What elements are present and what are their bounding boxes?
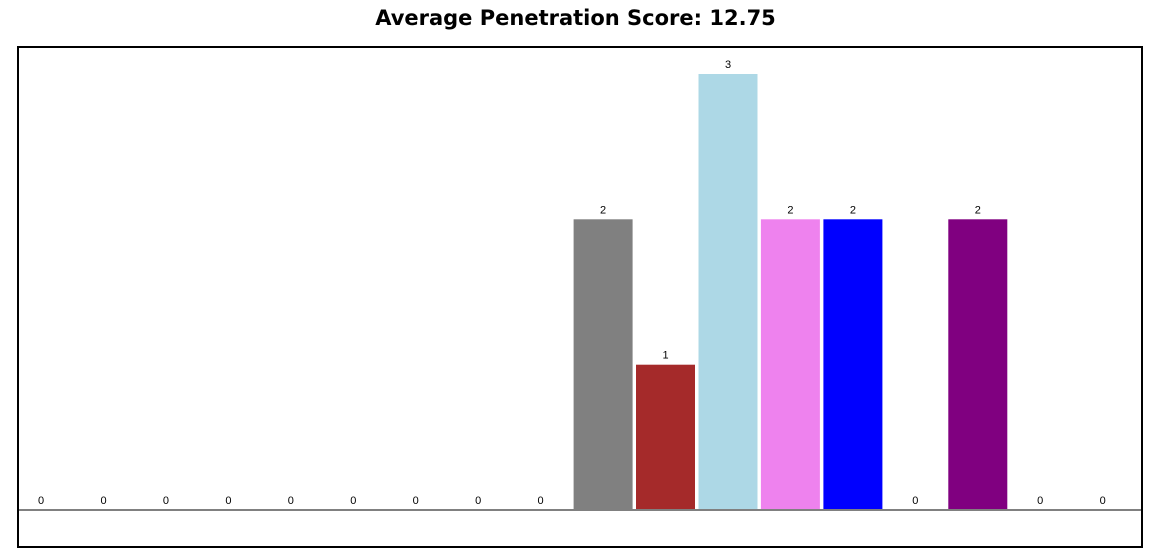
- bar-value-label-17: 0: [1037, 495, 1043, 507]
- bar-value-label-10: 2: [600, 204, 606, 216]
- bar-labels-group: 0 0 0 0 0 0 0 0 0 2 1 3 2 2 0 2 0 0: [38, 59, 1106, 507]
- bar-value-label-8: 0: [475, 495, 481, 507]
- bar-value-label-15: 0: [912, 495, 918, 507]
- bar-10: [573, 219, 633, 511]
- bar-value-label-16: 2: [975, 204, 981, 216]
- bar-value-label-6: 0: [350, 495, 356, 507]
- bar-value-label-11: 1: [662, 350, 668, 362]
- bar-value-label-7: 0: [413, 495, 419, 507]
- bar-value-label-3: 0: [163, 495, 169, 507]
- bar-12: [698, 74, 758, 510]
- bar-value-label-4: 0: [225, 495, 231, 507]
- bar-value-label-9: 0: [538, 495, 544, 507]
- bar-13: [760, 219, 820, 511]
- bar-14: [823, 219, 883, 511]
- bar-value-label-12: 3: [725, 59, 731, 71]
- bar-value-label-2: 0: [100, 495, 106, 507]
- bar-value-label-13: 2: [787, 204, 793, 216]
- bar-16: [948, 219, 1008, 511]
- bar-11: [636, 364, 695, 510]
- bar-value-label-14: 2: [850, 204, 856, 216]
- bar-value-label-1: 0: [38, 495, 44, 507]
- chart-title: Average Penetration Score: 12.75: [375, 6, 776, 30]
- chart-frame: 0 0 0 0 0 0 0 0 0 2 1 3 2 2 0 2 0 0: [17, 46, 1143, 548]
- bar-value-label-5: 0: [288, 495, 294, 507]
- bars-group: [573, 74, 1008, 511]
- bar-chart-plot: 0 0 0 0 0 0 0 0 0 2 1 3 2 2 0 2 0 0: [19, 59, 1141, 511]
- bar-value-label-18: 0: [1100, 495, 1106, 507]
